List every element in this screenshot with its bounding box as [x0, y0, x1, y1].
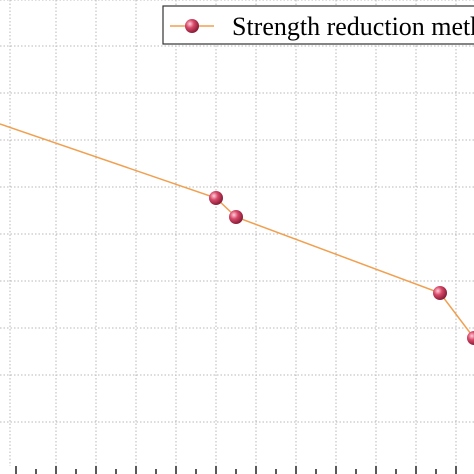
- data-point: [467, 331, 474, 345]
- legend-box: [162, 5, 474, 45]
- series-layer: [0, 123, 474, 345]
- data-point: [209, 191, 223, 205]
- legend: Strength reduction meth: [162, 5, 474, 45]
- legend-label: Strength reduction meth: [232, 12, 474, 41]
- x-axis: [15, 466, 457, 474]
- data-point: [433, 286, 447, 300]
- legend-marker: [185, 19, 199, 33]
- data-point: [229, 210, 243, 224]
